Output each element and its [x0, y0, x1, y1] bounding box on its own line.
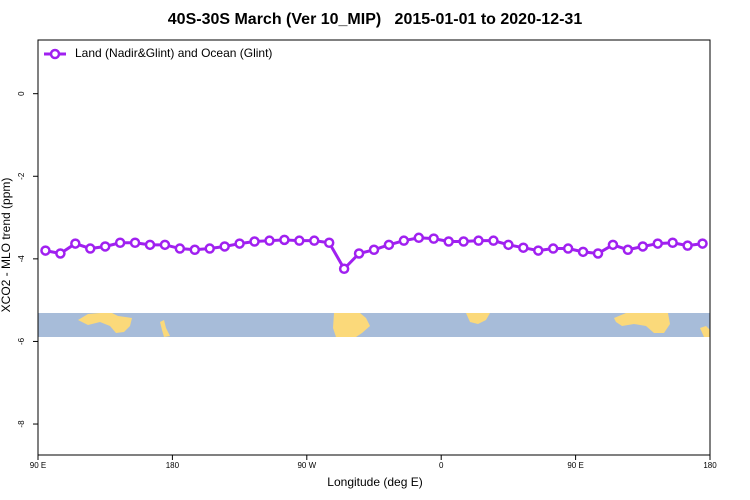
- x-tick-label: 180: [703, 461, 717, 470]
- data-point: [129, 237, 141, 249]
- data-point: [637, 241, 649, 252]
- data-point: [413, 232, 425, 244]
- data-point: [40, 245, 51, 256]
- data-point: [234, 238, 245, 249]
- data-point: [697, 238, 708, 249]
- land: [78, 313, 710, 337]
- data-point: [428, 233, 439, 244]
- data-point: [189, 244, 201, 256]
- y-tick-label: -4: [17, 255, 26, 263]
- x-axis-label: Longitude (deg E): [327, 475, 422, 489]
- x-tick-label: 90 E: [30, 461, 46, 470]
- y-tick-label: -8: [17, 420, 26, 428]
- map-strip: [38, 313, 710, 337]
- data-point: [204, 243, 215, 254]
- legend-label: Land (Nadir&Glint) and Ocean (Glint): [75, 46, 272, 60]
- data-point: [607, 239, 619, 251]
- y-axis-label: XCO2 - MLO trend (ppm): [0, 178, 13, 313]
- data-point: [249, 236, 260, 247]
- x-tick-label: 90 W: [297, 461, 316, 470]
- data-point: [279, 234, 290, 246]
- data-point: [70, 238, 81, 249]
- data-point: [577, 246, 589, 258]
- data-point: [383, 239, 395, 251]
- data-point: [592, 248, 604, 259]
- data-point: [353, 248, 365, 259]
- data-point: [547, 243, 559, 254]
- data-point: [443, 236, 454, 247]
- legend-marker: [49, 48, 61, 60]
- data-point: [323, 237, 335, 249]
- data-point: [368, 244, 380, 256]
- x-tick-label: 180: [166, 461, 180, 470]
- plot-frame: [37, 39, 711, 456]
- data-point: [99, 241, 111, 252]
- data-point: [294, 235, 305, 246]
- data-point: [114, 237, 126, 249]
- x-tick-label: 90 E: [567, 461, 583, 470]
- data-point: [488, 235, 499, 246]
- y-tick-label: -2: [17, 172, 26, 180]
- data-point: [667, 237, 678, 249]
- data-point: [533, 245, 544, 256]
- data-point: [338, 263, 350, 275]
- data-point: [622, 244, 634, 256]
- data-point: [85, 243, 96, 254]
- data-point: [398, 235, 410, 246]
- data-point: [652, 238, 663, 249]
- x-tick-label: 0: [439, 461, 444, 470]
- ocean: [38, 313, 710, 337]
- data-point: [264, 235, 275, 246]
- data-point: [159, 239, 171, 251]
- data-point: [458, 236, 469, 247]
- y-tick-label: -6: [17, 337, 26, 345]
- data-point: [144, 239, 156, 251]
- data-point: [174, 243, 186, 254]
- data-point: [473, 235, 484, 246]
- data-point: [309, 235, 320, 246]
- chart-title: 40S-30S March (Ver 10_MIP) 2015-01-01 to…: [168, 11, 583, 28]
- data-point: [518, 242, 529, 253]
- data-point: [503, 239, 514, 251]
- data-point: [682, 240, 693, 251]
- data-point: [219, 241, 230, 252]
- data-point: [55, 248, 66, 259]
- data-point: [562, 243, 574, 254]
- y-tick-label: 0: [17, 91, 26, 96]
